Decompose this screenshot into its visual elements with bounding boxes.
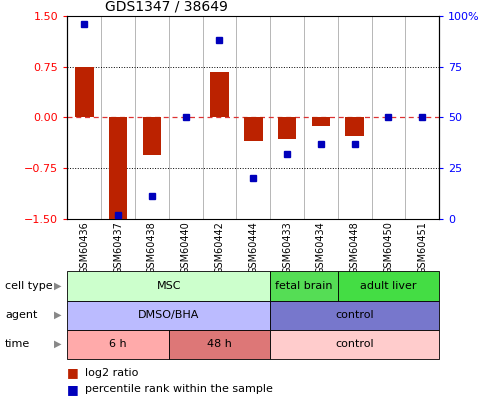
Bar	[311, 117, 330, 126]
Text: ▶: ▶	[53, 281, 61, 291]
Text: log2 ratio: log2 ratio	[85, 368, 138, 378]
Text: ▶: ▶	[53, 339, 61, 349]
Bar	[75, 67, 93, 117]
Text: ▶: ▶	[53, 310, 61, 320]
Text: agent: agent	[5, 310, 37, 320]
Bar	[270, 301, 439, 330]
Text: control: control	[335, 339, 374, 349]
Text: 48 h: 48 h	[207, 339, 232, 349]
Text: DMSO/BHA: DMSO/BHA	[138, 310, 200, 320]
Bar	[345, 117, 364, 136]
Text: ■: ■	[67, 367, 79, 379]
Bar	[67, 301, 270, 330]
Bar	[143, 117, 161, 155]
Bar	[169, 330, 270, 359]
Text: GDS1347 / 38649: GDS1347 / 38649	[105, 0, 228, 14]
Bar	[338, 271, 439, 301]
Bar	[109, 117, 127, 219]
Bar	[270, 330, 439, 359]
Text: percentile rank within the sample: percentile rank within the sample	[85, 384, 273, 394]
Bar	[210, 72, 229, 117]
Text: time: time	[5, 339, 30, 349]
Text: 6 h: 6 h	[109, 339, 127, 349]
Text: adult liver: adult liver	[360, 281, 417, 291]
Bar	[270, 271, 338, 301]
Text: cell type: cell type	[5, 281, 52, 291]
Bar	[244, 117, 262, 141]
Bar	[67, 271, 270, 301]
Bar	[67, 330, 169, 359]
Bar	[278, 117, 296, 139]
Text: fetal brain: fetal brain	[275, 281, 333, 291]
Text: MSC: MSC	[157, 281, 181, 291]
Text: ■: ■	[67, 383, 79, 396]
Text: control: control	[335, 310, 374, 320]
